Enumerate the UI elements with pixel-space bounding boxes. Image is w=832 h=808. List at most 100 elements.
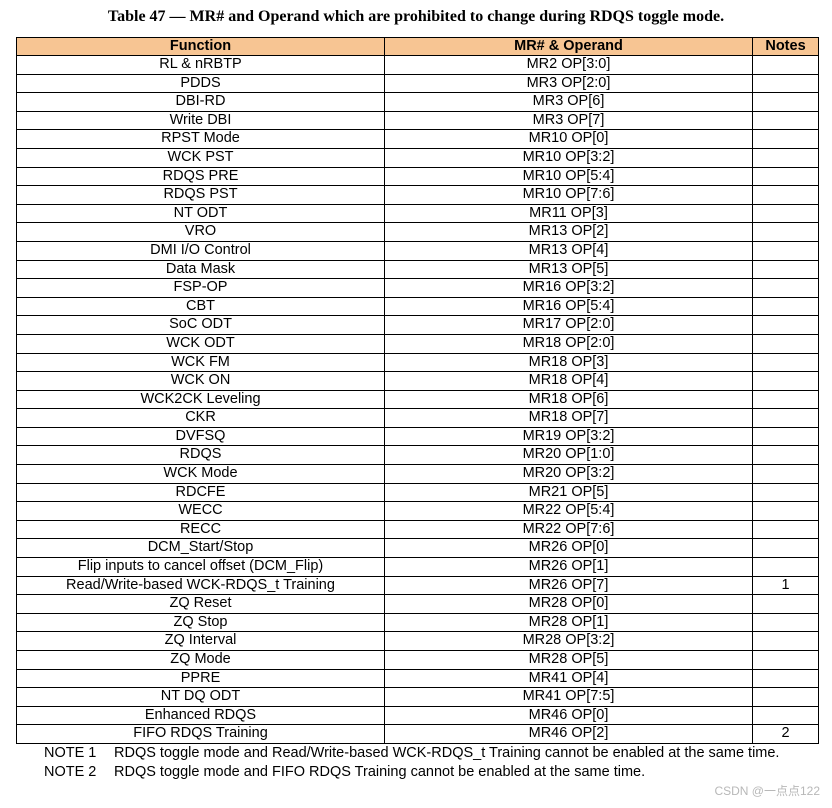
mr-operand-cell: MR28 OP[5] [384,650,753,670]
table-row: FSP-OP MR16 OP[3:2] [16,278,819,298]
function-cell: RL & nRBTP [16,55,385,75]
mr-operand-cell: MR13 OP[5] [384,259,753,280]
table-row: ZQ Mode MR28 OP[5] [16,650,819,670]
function-cell: RDQS [16,445,385,466]
notes-cell [752,185,819,205]
table-header-row: Function MR# & Operand Notes [16,37,819,56]
notes-cell [752,352,819,373]
function-cell: DVFSQ [16,426,385,447]
function-cell: RDCFE [16,482,385,503]
notes-section: NOTE 1 RDQS toggle mode and Read/Write-b… [16,744,818,781]
table-row: Write DBI MR3 OP[7] [16,110,819,131]
table-row: RDQS PST MR10 OP[7:6] [16,185,819,205]
mr-operand-cell: MR26 OP[7] [384,575,753,596]
note-1-label: NOTE 1 [44,745,97,761]
function-cell: RECC [16,519,385,540]
notes-cell [752,408,819,428]
watermark: CSDN @一点点122 [714,784,820,798]
notes-cell: 2 [752,724,819,744]
function-cell: ZQ Mode [16,650,385,670]
table-row: ZQ Reset MR28 OP[0] [16,594,819,614]
table-row: CBT MR16 OP[5:4] [16,296,819,317]
table-row: Flip inputs to cancel offset (DCM_Flip) M… [16,557,819,577]
note-1-text: RDQS toggle mode and Read/Write-based WC… [114,745,780,761]
notes-cell [752,557,819,577]
table-row: Enhanced RDQS MR46 OP[0] [16,705,819,726]
mr-operand-cell: MR22 OP[5:4] [384,501,753,521]
function-cell: WCK2CK Leveling [16,389,385,410]
function-cell: WCK ODT [16,333,385,354]
table-row: DBI-RD MR3 OP[6] [16,92,819,112]
mr-operand-cell: MR18 OP[4] [384,371,753,391]
mr-operand-cell: MR19 OP[3:2] [384,426,753,447]
table-row: RL & nRBTP MR2 OP[3:0] [16,55,819,75]
notes-cell [752,538,819,559]
table-row: WCK ON MR18 OP[4] [16,371,819,391]
function-cell: Flip inputs to cancel offset (DCM_Flip) [16,557,385,577]
mr-operand-cell: MR20 OP[1:0] [384,445,753,466]
header-notes: Notes [752,37,819,56]
mr-operand-cell: MR3 OP[2:0] [384,73,753,94]
function-cell: ZQ Stop [16,612,385,633]
function-cell: CBT [16,296,385,317]
function-cell: Read/Write-based WCK-RDQS_t Training [16,575,385,596]
notes-cell [752,240,819,261]
mr-operand-cell: MR20 OP[3:2] [384,464,753,484]
notes-cell [752,445,819,466]
function-cell: WECC [16,501,385,521]
notes-cell [752,278,819,298]
notes-cell [752,650,819,670]
table-row: ZQ Stop MR28 OP[1] [16,612,819,633]
mr-operand-cell: MR46 OP[2] [384,724,753,744]
mr-operand-cell: MR16 OP[3:2] [384,278,753,298]
function-cell: WCK ON [16,371,385,391]
notes-cell [752,55,819,75]
notes-cell [752,259,819,280]
function-cell: WCK FM [16,352,385,373]
notes-cell [752,371,819,391]
function-cell: DMI I/O Control [16,240,385,261]
table-row: RDCFE MR21 OP[5] [16,482,819,503]
mr-operand-cell: MR46 OP[0] [384,705,753,726]
function-cell: CKR [16,408,385,428]
notes-cell [752,73,819,94]
mr-operand-cell: MR28 OP[1] [384,612,753,633]
notes-cell [752,389,819,410]
notes-cell [752,92,819,112]
notes-cell [752,129,819,149]
table-row: VRO MR13 OP[2] [16,222,819,242]
notes-cell [752,426,819,447]
function-cell: Enhanced RDQS [16,705,385,726]
function-cell: PDDS [16,73,385,94]
notes-cell: 1 [752,575,819,596]
table-row: WCK FM MR18 OP[3] [16,352,819,373]
mr-operand-cell: MR17 OP[2:0] [384,315,753,335]
mr-operand-table: Function MR# & Operand Notes RL & nRBTP M… [16,37,819,744]
table-row: Read/Write-based WCK-RDQS_t Training MR26… [16,575,819,596]
function-cell: ZQ Interval [16,631,385,651]
notes-cell [752,315,819,335]
mr-operand-cell: MR10 OP[5:4] [384,166,753,187]
notes-cell [752,333,819,354]
table-row: RECC MR22 OP[7:6] [16,519,819,540]
mr-operand-cell: MR10 OP[7:6] [384,185,753,205]
table-row: DMI I/O Control MR13 OP[4] [16,240,819,261]
function-cell: ZQ Reset [16,594,385,614]
notes-cell [752,166,819,187]
function-cell: DCM_Start/Stop [16,538,385,559]
table-row: Data Mask MR13 OP[5] [16,259,819,280]
notes-cell [752,631,819,651]
table-row: NT DQ ODT MR41 OP[7:5] [16,687,819,707]
table-row: CKR MR18 OP[7] [16,408,819,428]
mr-operand-cell: MR3 OP[6] [384,92,753,112]
function-cell: FSP-OP [16,278,385,298]
table-row: WCK ODT MR18 OP[2:0] [16,333,819,354]
header-mr-operand: MR# & Operand [384,37,753,56]
table-row: WCK Mode MR20 OP[3:2] [16,464,819,484]
notes-cell [752,110,819,131]
notes-cell [752,147,819,168]
header-function: Function [16,37,385,56]
notes-cell [752,501,819,521]
mr-operand-cell: MR10 OP[0] [384,129,753,149]
mr-operand-cell: MR3 OP[7] [384,110,753,131]
